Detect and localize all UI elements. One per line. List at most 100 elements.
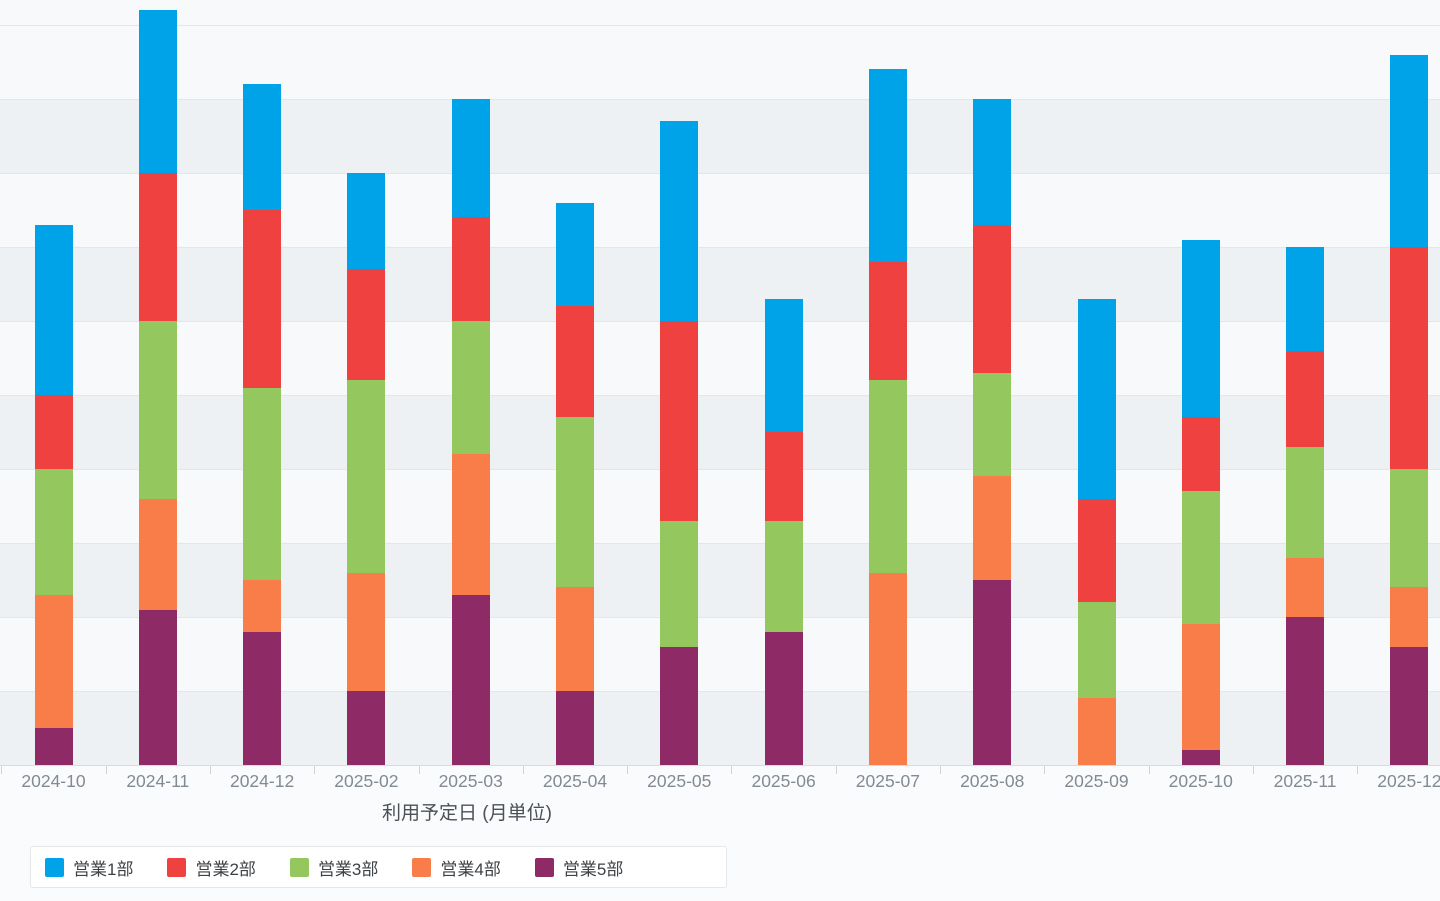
background-band bbox=[0, 543, 1440, 617]
bar-group bbox=[764, 0, 803, 765]
bar-segment-series-2[interactable] bbox=[243, 387, 282, 580]
x-axis-tick-label: 2025-05 bbox=[647, 771, 712, 791]
bar-segment-series-4[interactable] bbox=[451, 594, 490, 765]
gridline bbox=[0, 617, 1440, 618]
bar-segment-series-0[interactable] bbox=[243, 84, 282, 210]
bar-segment-series-2[interactable] bbox=[451, 321, 490, 455]
bar-segment-series-3[interactable] bbox=[347, 572, 386, 691]
bar-segment-series-0[interactable] bbox=[347, 173, 386, 270]
x-axis-tick-label: 2025-02 bbox=[334, 771, 399, 791]
bar-segment-series-1[interactable] bbox=[1390, 247, 1429, 469]
legend-item-0[interactable]: 営業1部 bbox=[45, 855, 133, 880]
bar-segment-series-2[interactable] bbox=[973, 372, 1012, 477]
bar-segment-series-3[interactable] bbox=[1077, 698, 1116, 765]
legend-swatch-icon bbox=[412, 857, 432, 877]
bar-segment-series-4[interactable] bbox=[243, 631, 282, 765]
bar-segment-series-2[interactable] bbox=[138, 321, 177, 499]
bar-segment-series-2[interactable] bbox=[764, 520, 803, 632]
bar-segment-series-0[interactable] bbox=[660, 121, 699, 321]
bar-group bbox=[1390, 0, 1429, 765]
bar-group bbox=[1181, 0, 1220, 765]
bar-segment-series-3[interactable] bbox=[973, 476, 1012, 580]
bar-segment-series-4[interactable] bbox=[1390, 646, 1429, 765]
bar-segment-series-1[interactable] bbox=[34, 395, 73, 469]
bar-segment-series-0[interactable] bbox=[556, 202, 594, 307]
legend-item-label: 営業1部 bbox=[73, 859, 134, 879]
bar-segment-series-4[interactable] bbox=[34, 728, 73, 765]
bar-segment-series-1[interactable] bbox=[347, 269, 386, 381]
bar-segment-series-0[interactable] bbox=[34, 224, 73, 395]
bar-segment-series-3[interactable] bbox=[1181, 624, 1220, 751]
legend-item-1[interactable]: 営業2部 bbox=[167, 855, 256, 880]
gridline bbox=[0, 99, 1440, 100]
x-axis-tick bbox=[1148, 766, 1150, 774]
bar-segment-series-3[interactable] bbox=[1390, 587, 1429, 647]
bar-segment-series-4[interactable] bbox=[764, 631, 803, 765]
bar-segment-series-0[interactable] bbox=[1077, 298, 1116, 499]
bar-segment-series-2[interactable] bbox=[347, 380, 386, 573]
bar-segment-series-4[interactable] bbox=[1286, 617, 1325, 765]
bar-group bbox=[1077, 0, 1116, 765]
x-axis-tick bbox=[1, 766, 3, 774]
bar-segment-series-1[interactable] bbox=[973, 224, 1012, 373]
bar-segment-series-3[interactable] bbox=[243, 580, 282, 632]
bar-segment-series-4[interactable] bbox=[138, 609, 177, 765]
bar-segment-series-0[interactable] bbox=[451, 99, 490, 218]
bar-group bbox=[451, 0, 490, 765]
legend-swatch-icon bbox=[289, 857, 309, 877]
bar-segment-series-0[interactable] bbox=[868, 69, 907, 262]
bar-segment-series-1[interactable] bbox=[556, 306, 594, 418]
bar-segment-series-4[interactable] bbox=[973, 580, 1012, 765]
legend-item-2[interactable]: 営業3部 bbox=[289, 855, 378, 880]
x-axis-tick bbox=[105, 766, 107, 774]
bar-segment-series-1[interactable] bbox=[1286, 350, 1325, 447]
bar-segment-series-1[interactable] bbox=[660, 321, 699, 521]
bar-group bbox=[243, 0, 282, 765]
bar-segment-series-0[interactable] bbox=[1181, 239, 1220, 418]
bar-segment-series-1[interactable] bbox=[868, 261, 907, 381]
bar-segment-series-2[interactable] bbox=[1181, 491, 1220, 625]
gridline bbox=[0, 691, 1440, 692]
legend-item-3[interactable]: 営業4部 bbox=[412, 855, 501, 880]
bar-segment-series-2[interactable] bbox=[556, 417, 594, 588]
x-axis-tick-label: 2025-12 bbox=[1377, 771, 1440, 791]
x-axis-tick bbox=[1044, 766, 1046, 774]
bar-segment-series-4[interactable] bbox=[1181, 750, 1220, 765]
bar-segment-series-2[interactable] bbox=[1390, 469, 1429, 588]
bar-segment-series-3[interactable] bbox=[1286, 557, 1325, 617]
bar-segment-series-3[interactable] bbox=[34, 594, 73, 728]
bar-segment-series-2[interactable] bbox=[868, 380, 907, 573]
legend-swatch-icon bbox=[534, 857, 554, 877]
bar-segment-series-2[interactable] bbox=[1286, 446, 1325, 558]
bar-segment-series-1[interactable] bbox=[1181, 417, 1220, 492]
bar-segment-series-0[interactable] bbox=[973, 99, 1012, 225]
bar-segment-series-4[interactable] bbox=[660, 646, 699, 765]
bar-segment-series-1[interactable] bbox=[138, 173, 177, 321]
bar-segment-series-3[interactable] bbox=[138, 498, 177, 610]
gridline bbox=[0, 25, 1440, 26]
bar-segment-series-0[interactable] bbox=[1390, 54, 1429, 247]
bar-segment-series-0[interactable] bbox=[1286, 247, 1325, 351]
bar-segment-series-1[interactable] bbox=[764, 432, 803, 521]
x-axis-tick bbox=[522, 766, 524, 774]
x-axis-tick-label: 2025-04 bbox=[542, 771, 608, 791]
bar-segment-series-3[interactable] bbox=[451, 454, 490, 595]
bar-segment-series-1[interactable] bbox=[1077, 498, 1116, 603]
bar-segment-series-0[interactable] bbox=[764, 298, 803, 432]
bar-group bbox=[347, 0, 386, 765]
legend-item-4[interactable]: 営業5部 bbox=[534, 855, 623, 880]
bar-segment-series-3[interactable] bbox=[868, 572, 907, 765]
bar-segment-series-0[interactable] bbox=[138, 10, 177, 173]
bar-segment-series-3[interactable] bbox=[556, 587, 594, 691]
bar-segment-series-4[interactable] bbox=[556, 691, 594, 765]
bar-segment-series-4[interactable] bbox=[347, 691, 386, 765]
bar-group bbox=[556, 0, 594, 765]
x-axis-tick-label: 2025-03 bbox=[438, 771, 503, 791]
bar-segment-series-2[interactable] bbox=[1077, 602, 1116, 699]
bar-segment-series-2[interactable] bbox=[34, 469, 73, 595]
bar-segment-series-1[interactable] bbox=[451, 217, 490, 321]
bar-segment-series-1[interactable] bbox=[243, 210, 282, 388]
bar-segment-series-2[interactable] bbox=[660, 520, 699, 647]
background-band bbox=[0, 99, 1440, 173]
